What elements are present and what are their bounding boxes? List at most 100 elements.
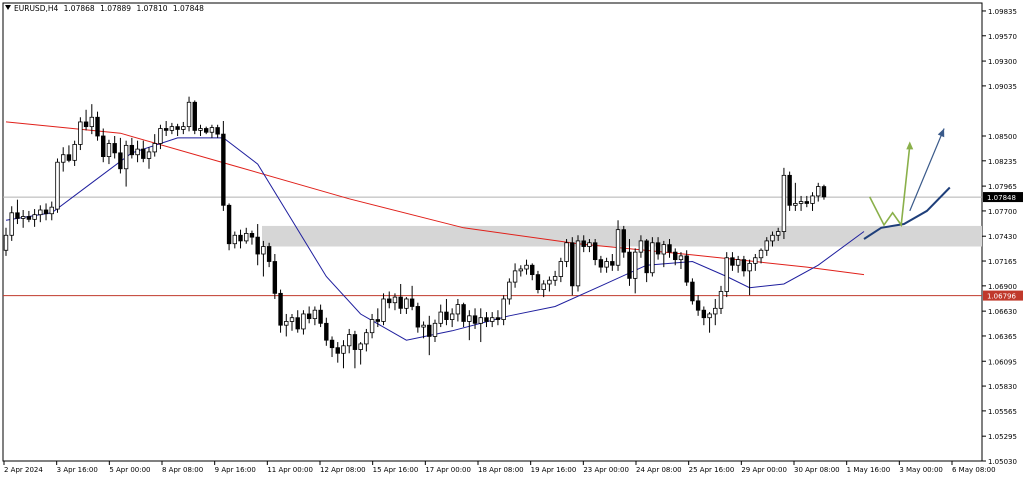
candle-body bbox=[598, 259, 604, 268]
time-tick-label: 3 Apr 16:00 bbox=[57, 466, 98, 474]
time-tick-label: 25 Apr 16:00 bbox=[689, 466, 735, 474]
price-tick-label: 1.09835 bbox=[988, 8, 1017, 16]
candle-body bbox=[570, 242, 575, 287]
candle-body bbox=[467, 315, 472, 322]
price-tick-label: 1.07965 bbox=[988, 183, 1017, 191]
candle-body bbox=[650, 242, 655, 274]
time-tick-label: 18 Apr 08:00 bbox=[478, 466, 524, 474]
candle-body bbox=[66, 154, 72, 161]
candle-body bbox=[152, 143, 157, 153]
candle-body bbox=[198, 128, 203, 131]
candle-body bbox=[20, 216, 26, 219]
time-tick-label: 11 Apr 00:00 bbox=[267, 466, 313, 474]
price-tick-label: 1.05030 bbox=[988, 458, 1017, 466]
candle-body bbox=[341, 345, 346, 354]
candle-body bbox=[255, 236, 260, 255]
dropdown-triangle-icon[interactable] bbox=[5, 5, 11, 10]
candle-body bbox=[512, 270, 518, 283]
candle-body bbox=[661, 244, 666, 255]
candle-body bbox=[249, 233, 255, 238]
candle-body bbox=[221, 133, 226, 206]
time-tick-label: 19 Apr 16:00 bbox=[531, 466, 577, 474]
candle-body bbox=[587, 242, 592, 247]
candle-body bbox=[770, 234, 775, 242]
current-price-tag bbox=[983, 192, 1023, 203]
candle-body bbox=[78, 121, 83, 145]
candle-body bbox=[432, 322, 438, 337]
candle-body bbox=[215, 127, 220, 135]
price-tick-label: 1.08500 bbox=[988, 133, 1017, 141]
candle-body bbox=[821, 186, 827, 198]
price-tick-label: 1.06900 bbox=[988, 283, 1017, 291]
price-tick-label: 1.05295 bbox=[988, 433, 1017, 441]
candle-body bbox=[633, 251, 638, 279]
price-tick-label: 1.09570 bbox=[988, 33, 1017, 41]
candle-body bbox=[564, 242, 569, 262]
price-tick-label: 1.08235 bbox=[988, 158, 1017, 166]
candle-body bbox=[118, 152, 123, 170]
price-tick-label: 1.07165 bbox=[988, 258, 1017, 266]
candle-body bbox=[816, 186, 821, 197]
candle-body bbox=[387, 298, 392, 304]
candle-body bbox=[415, 306, 421, 328]
time-tick-label: 29 Apr 00:00 bbox=[741, 466, 787, 474]
price-tick-label: 1.09300 bbox=[988, 58, 1017, 66]
time-tick-label: 9 Apr 16:00 bbox=[215, 466, 256, 474]
green-arrow-head-icon bbox=[906, 141, 914, 150]
candle-body bbox=[575, 240, 581, 287]
candle-body bbox=[552, 276, 558, 281]
candle-body bbox=[713, 307, 718, 315]
candle-body bbox=[472, 315, 478, 324]
blue-arrow-head-icon bbox=[937, 128, 945, 138]
candle-body bbox=[747, 262, 752, 272]
candle-body bbox=[209, 127, 215, 133]
candle-body bbox=[89, 116, 94, 128]
candle-body bbox=[203, 128, 209, 133]
candle-body bbox=[398, 296, 403, 309]
candle-body bbox=[129, 144, 135, 156]
candle-body bbox=[38, 209, 43, 216]
candle-body bbox=[15, 212, 20, 219]
price-tick-label: 1.07700 bbox=[988, 208, 1017, 216]
candle-body bbox=[261, 246, 266, 255]
candle-body bbox=[146, 151, 152, 159]
candle-body bbox=[507, 281, 512, 300]
time-tick-label: 2 Apr 2024 bbox=[4, 466, 43, 474]
candle-body bbox=[478, 317, 483, 324]
candle-body bbox=[26, 216, 32, 220]
candle-body bbox=[558, 261, 564, 277]
low-value: 1.07810 bbox=[136, 4, 168, 13]
time-tick-label: 24 Apr 08:00 bbox=[636, 466, 682, 474]
candle-body bbox=[753, 257, 758, 264]
candle-body bbox=[284, 321, 289, 326]
candle-body bbox=[804, 201, 809, 204]
candle-body bbox=[787, 174, 792, 206]
candle-body bbox=[741, 259, 747, 272]
price-tick-label: 1.05565 bbox=[988, 408, 1017, 416]
candle-body bbox=[301, 313, 306, 330]
blue-projection-arrow bbox=[909, 128, 945, 212]
candle-body bbox=[123, 144, 129, 170]
candle-body bbox=[438, 311, 443, 324]
candle-body bbox=[638, 240, 644, 253]
time-tick-label: 8 Apr 08:00 bbox=[162, 466, 203, 474]
candle-body bbox=[621, 229, 626, 253]
candle-body bbox=[381, 298, 386, 322]
candle-body bbox=[72, 144, 77, 161]
time-tick-label: 1 May 16:00 bbox=[847, 466, 891, 474]
price-tick-label: 1.09035 bbox=[988, 83, 1017, 91]
candle-body bbox=[518, 268, 523, 272]
candle-body bbox=[106, 143, 112, 158]
price-tick-label: 1.06095 bbox=[988, 358, 1017, 366]
candle-body bbox=[655, 242, 661, 255]
high-value: 1.07889 bbox=[100, 4, 132, 13]
candle-body bbox=[169, 126, 175, 131]
candle-body bbox=[501, 298, 506, 320]
candle-body bbox=[695, 300, 701, 311]
candle-body bbox=[158, 128, 163, 144]
candle-body bbox=[592, 242, 598, 261]
candle-body bbox=[495, 317, 501, 320]
candle-body bbox=[667, 244, 672, 253]
